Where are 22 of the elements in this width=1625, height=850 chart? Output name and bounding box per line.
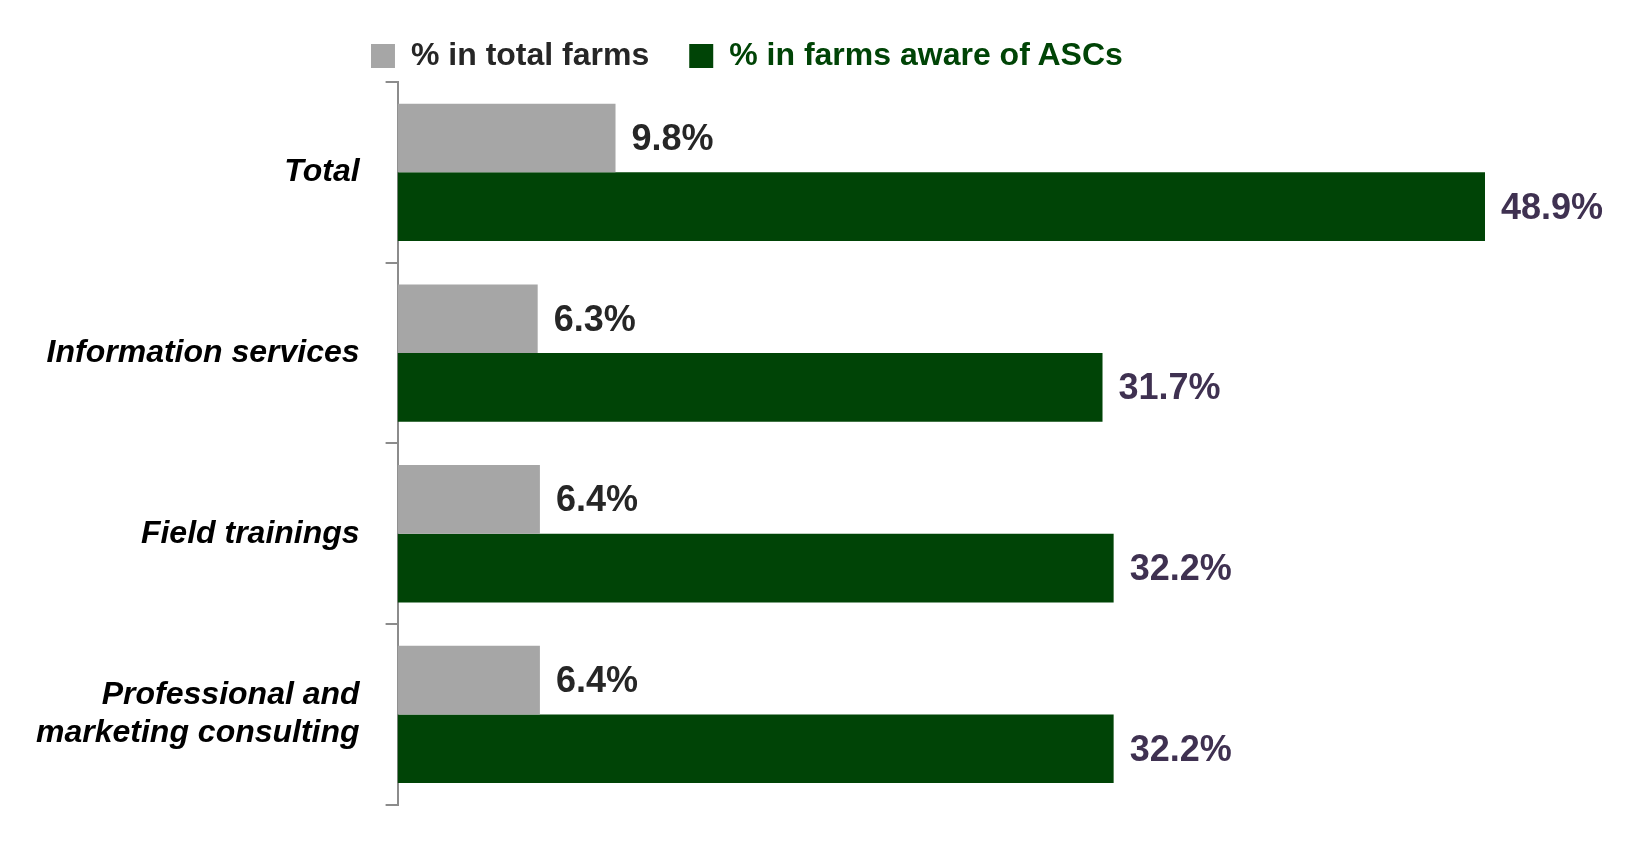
bar [397,172,1485,242]
bar [397,353,1103,422]
data-label: 9.8% [631,116,714,158]
data-label: 32.2% [1129,547,1232,588]
legend-label: % in total farms [410,35,650,72]
bar [397,284,538,354]
bar [397,465,540,534]
bar [397,714,1114,784]
bar [397,533,1114,603]
data-label: 31.7% [1118,366,1221,408]
y-tick-label: Professional and marketing consulting [36,675,362,750]
y-tick-label: Field trainings [140,513,360,550]
bar [397,103,616,173]
bar [397,645,540,715]
data-label: 32.2% [1129,727,1232,769]
data-label: 6.3% [553,297,636,339]
y-tick-label: Total [284,152,361,189]
data-label: 48.9% [1501,185,1604,227]
y-tick-label: Information services [46,332,360,369]
data-label: 6.4% [555,659,638,701]
legend-label: % in farms aware of ASCs [729,35,1123,72]
data-label: 6.4% [555,478,638,520]
